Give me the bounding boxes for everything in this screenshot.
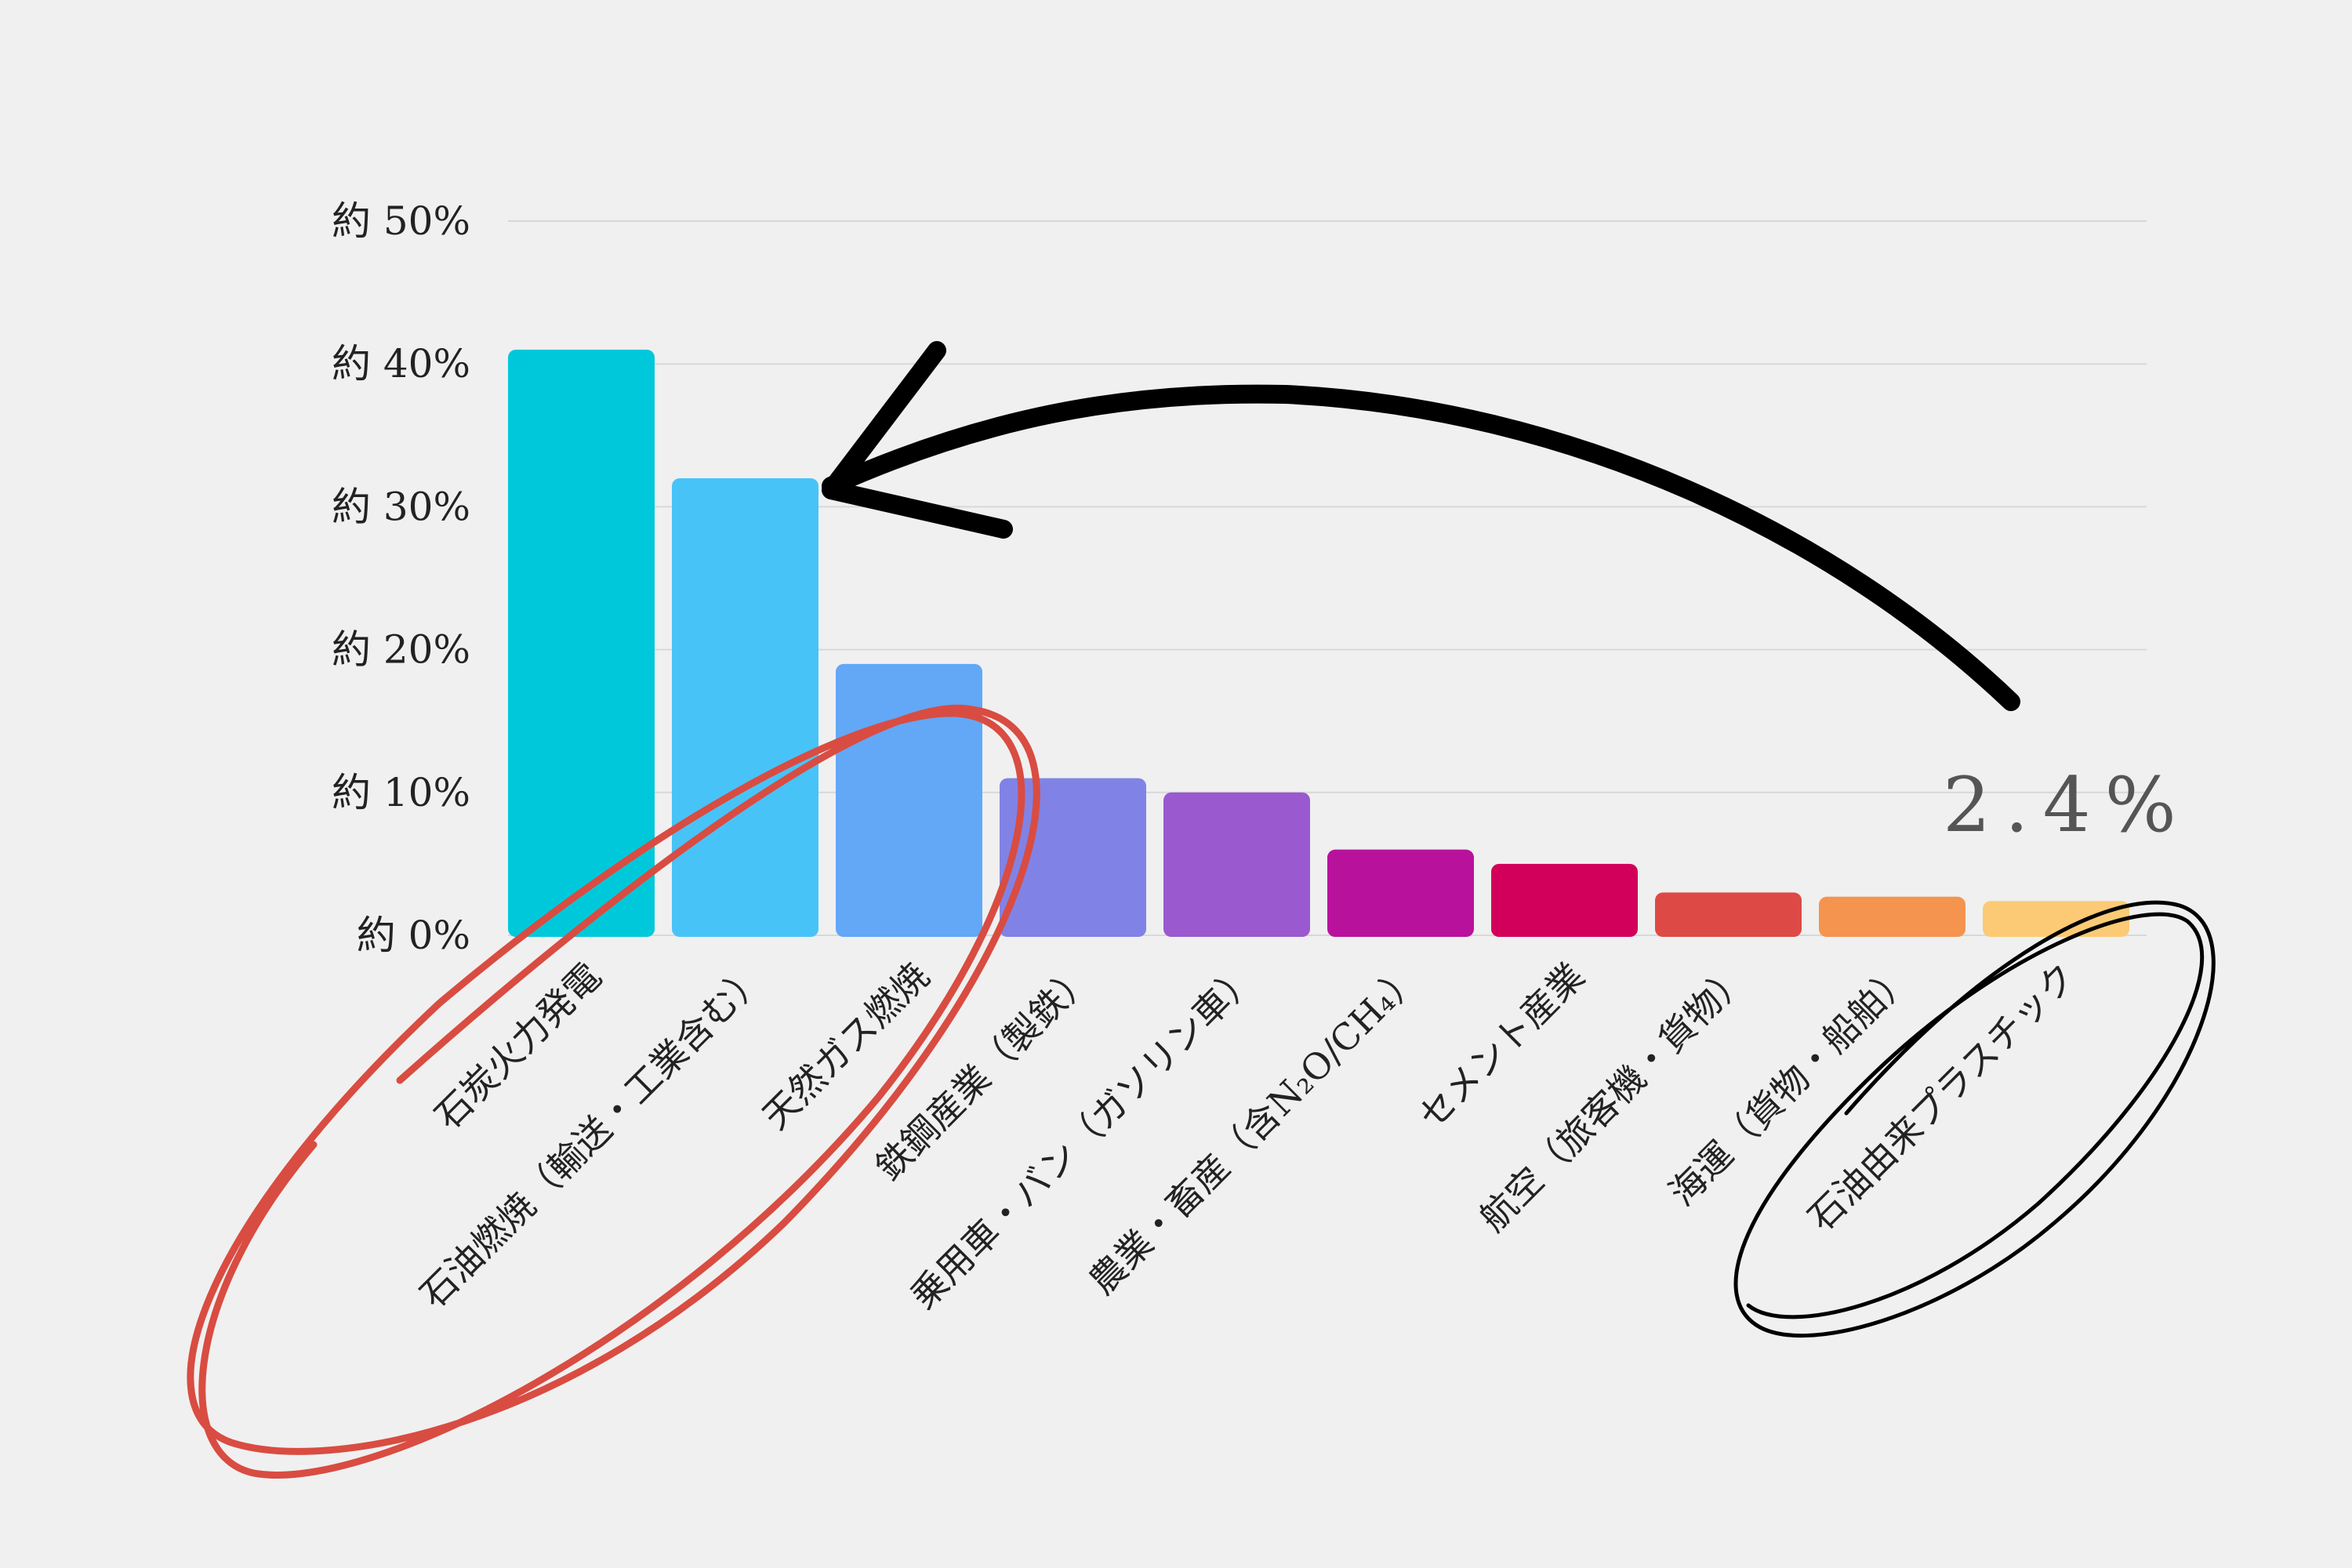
- black-circle-annotation: [1733, 900, 2216, 1338]
- bar: [508, 349, 655, 938]
- bar: [1655, 892, 1802, 937]
- bar: [1491, 863, 1638, 937]
- x-tick-label: 航空（旅客機・貨物）: [1472, 955, 1756, 1240]
- arrow-head-icon: [822, 341, 1013, 539]
- y-tick-label: 約 0%: [357, 913, 470, 958]
- y-tick-label: 約 50%: [332, 198, 470, 244]
- y-tick-label: 約 40%: [332, 341, 470, 387]
- y-tick-label: 約 30%: [332, 484, 470, 529]
- bar: [1163, 792, 1310, 937]
- bar: [1983, 901, 2129, 937]
- bar: [672, 477, 818, 937]
- y-tick-label: 約 10%: [332, 770, 470, 815]
- red-circle-annotation: [187, 704, 1040, 1479]
- bar: [1819, 896, 1965, 937]
- y-tick-label: 約 20%: [332, 627, 470, 673]
- callout-value: 2.4%: [1943, 761, 2190, 849]
- x-tick-label: 石油燃焼（輸送・工業含む）: [412, 955, 773, 1316]
- bar: [1327, 849, 1474, 937]
- x-tick-label: セメント産業: [1410, 955, 1593, 1138]
- y-axis-tick-labels: 約 0% 約 10% 約 20% 約 30% 約 40% 約 50%: [332, 198, 470, 958]
- curved-arrow-shaft: [822, 384, 2020, 711]
- x-axis-tick-labels: 石炭火力発電石油燃焼（輸送・工業含む）天然ガス燃焼鉄鋼産業（製鉄）乗用車・バン（…: [412, 955, 2084, 1318]
- x-tick-label: 天然ガス燃焼: [754, 955, 937, 1138]
- x-tick-label: 農業・畜産（含N₂O/CH₄）: [1080, 955, 1428, 1303]
- bars: [508, 349, 2129, 938]
- x-tick-label: 石油由来プラスチック: [1799, 955, 2084, 1240]
